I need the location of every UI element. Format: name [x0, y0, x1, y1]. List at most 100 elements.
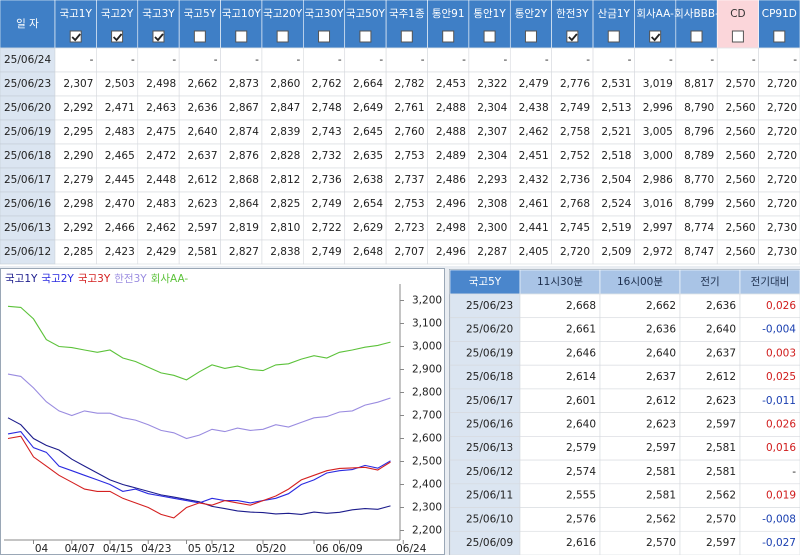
cell — [634, 71, 677, 97]
checkbox[interactable] — [773, 30, 786, 43]
cell-value: 2,531 — [601, 78, 631, 90]
column-header: 국고5Y — [184, 8, 217, 20]
cell — [54, 143, 97, 169]
cell — [261, 95, 304, 121]
checkbox[interactable] — [442, 30, 455, 43]
cell — [137, 95, 180, 121]
cell-value: 2,445 — [105, 174, 135, 186]
side-value: -0,011 — [762, 395, 796, 407]
date-cell — [0, 119, 56, 145]
cell-value: 2,654 — [353, 198, 383, 210]
checkbox[interactable] — [193, 30, 206, 43]
cell-value: 2,560 — [726, 174, 756, 186]
cell — [178, 119, 221, 145]
side-value: 2,581 — [646, 466, 676, 478]
checkbox[interactable] — [276, 30, 289, 43]
cell-value: 2,761 — [394, 102, 424, 114]
cell — [303, 191, 346, 217]
checkbox[interactable] — [69, 30, 82, 43]
chart-panel — [0, 268, 445, 555]
cell — [344, 239, 387, 265]
x-tick-label: 05 — [188, 543, 201, 555]
cell-value: 2,782 — [394, 78, 424, 90]
cell-value: 2,637 — [187, 150, 217, 162]
side-value: 0,019 — [766, 490, 796, 502]
cell-value: 2,732 — [312, 150, 342, 162]
cell-value: - — [297, 54, 301, 66]
cell-value: 2,812 — [270, 174, 300, 186]
checkbox[interactable] — [524, 30, 537, 43]
checkbox[interactable] — [731, 30, 744, 43]
checkbox[interactable] — [111, 30, 124, 43]
cell-value: 2,488 — [436, 102, 466, 114]
checkbox[interactable] — [400, 30, 413, 43]
cell — [551, 191, 594, 217]
checkbox[interactable] — [649, 30, 662, 43]
cell — [509, 119, 552, 145]
series-line — [7, 373, 391, 440]
cell-value: 2,662 — [187, 78, 217, 90]
side-value: 2,616 — [566, 537, 596, 549]
cell-value: 2,292 — [63, 102, 93, 114]
cell — [427, 71, 470, 97]
cell — [54, 167, 97, 193]
cell-value: 2,776 — [560, 78, 590, 90]
cell — [468, 71, 511, 97]
y-tick-label: 2,300 — [412, 502, 442, 514]
checkbox[interactable] — [359, 30, 372, 43]
cell-value: 2,465 — [105, 150, 135, 162]
legend-entry: 회사AA- — [151, 273, 189, 285]
cell — [509, 191, 552, 217]
cell — [716, 119, 759, 145]
cell-value: 2,518 — [601, 150, 631, 162]
checkbox[interactable] — [690, 30, 703, 43]
checkbox[interactable] — [152, 30, 165, 43]
cell — [344, 191, 387, 217]
checkbox[interactable] — [607, 30, 620, 43]
checkbox[interactable] — [235, 30, 248, 43]
cell-value: - — [669, 54, 673, 66]
cell — [758, 191, 800, 217]
cell — [220, 71, 263, 97]
cell-value: 2,819 — [229, 222, 259, 234]
cell-value: 2,560 — [726, 150, 756, 162]
cell-value: 2,486 — [436, 174, 466, 186]
series-line — [7, 435, 391, 519]
cell-value: 2,581 — [187, 246, 217, 258]
side-value: 0,016 — [766, 442, 796, 454]
cell — [220, 119, 263, 145]
checkbox[interactable] — [318, 30, 331, 43]
cell — [385, 215, 428, 241]
side-value: 2,601 — [566, 395, 596, 407]
date: 25/06/17 — [4, 174, 51, 186]
cell — [96, 167, 139, 193]
cell-value: 2,827 — [229, 246, 259, 258]
cell-value: 2,720 — [767, 174, 797, 186]
side-value: 2,570 — [646, 537, 676, 549]
side-value: 0,026 — [766, 300, 796, 312]
column-header: 국주1종 — [389, 8, 425, 20]
cell-value: 2,295 — [63, 126, 93, 138]
cell-value: 2,612 — [187, 174, 217, 186]
cell-value: 2,720 — [560, 246, 590, 258]
x-tick-label: 06/24 — [396, 543, 427, 555]
cell — [509, 167, 552, 193]
cell — [592, 191, 635, 217]
date: 25/06/23 — [4, 78, 51, 90]
checkbox[interactable] — [566, 30, 579, 43]
cell-value: 2,453 — [436, 78, 466, 90]
x-tick-label: 04/15 — [103, 543, 133, 555]
cell-value: 8,796 — [684, 126, 714, 138]
checkbox[interactable] — [483, 30, 496, 43]
side-value: -0,027 — [762, 537, 796, 549]
side-cell — [739, 459, 800, 485]
cell — [137, 47, 180, 73]
y-tick-label: 3,000 — [412, 341, 442, 353]
cell-value: 3,005 — [643, 126, 673, 138]
cell-value: 2,635 — [353, 150, 383, 162]
cell-value: 2,736 — [312, 174, 342, 186]
cell-value: 2,638 — [353, 174, 383, 186]
cell-value: 2,597 — [187, 222, 217, 234]
cell — [634, 191, 677, 217]
x-tick-label: 06/09 — [332, 543, 362, 555]
